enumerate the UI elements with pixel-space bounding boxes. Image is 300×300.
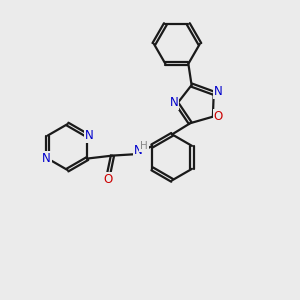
Text: N: N [170, 96, 178, 109]
Text: O: O [214, 110, 223, 123]
Text: N: N [85, 129, 93, 142]
Text: O: O [103, 173, 113, 186]
Text: N: N [42, 152, 51, 165]
Text: H: H [140, 141, 148, 151]
Text: N: N [214, 85, 223, 98]
Text: N: N [134, 144, 142, 157]
